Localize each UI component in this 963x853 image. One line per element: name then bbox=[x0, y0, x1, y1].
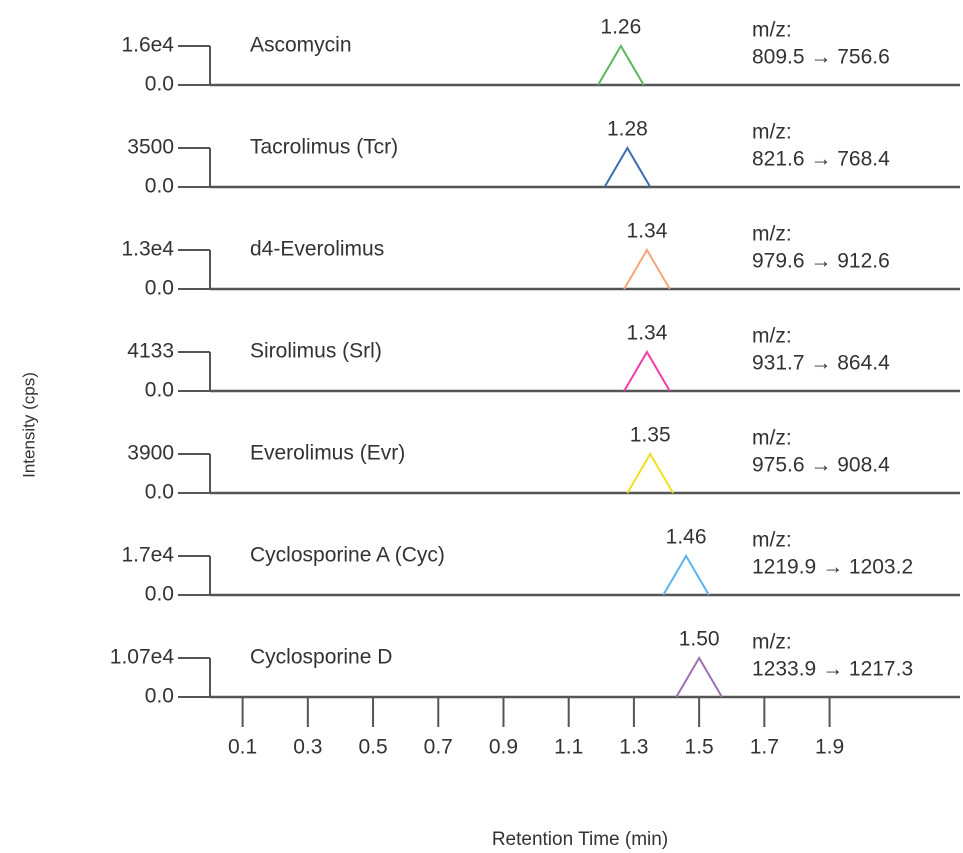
y-tick-label: 0.0 bbox=[145, 73, 174, 96]
peak bbox=[597, 44, 645, 86]
trace-name: d4-Everolimus bbox=[250, 238, 384, 261]
y-axis-label: Intensity (cps) bbox=[19, 372, 38, 478]
mz-label: m/z: bbox=[752, 223, 792, 246]
y-tick-label: 1.07e4 bbox=[110, 646, 175, 669]
mz-label: m/z: bbox=[752, 19, 792, 42]
trace-name: Tacrolimus (Tcr) bbox=[250, 136, 398, 159]
mz-label: m/z: bbox=[752, 529, 792, 552]
apex-label: 1.34 bbox=[627, 220, 668, 243]
transition: 931.7 → 864.4 bbox=[752, 352, 890, 375]
y-tick-label: 0.0 bbox=[145, 583, 174, 606]
mz-label: m/z: bbox=[752, 631, 792, 654]
y-tick-label: 1.3e4 bbox=[121, 238, 174, 261]
transition: 975.6 → 908.4 bbox=[752, 454, 890, 477]
y-tick-label: 4133 bbox=[127, 340, 174, 363]
y-tick-label: 0.0 bbox=[145, 277, 174, 300]
trace-name: Ascomycin bbox=[250, 34, 352, 57]
x-tick-label: 0.5 bbox=[358, 736, 387, 759]
x-tick-label: 1.7 bbox=[750, 736, 779, 759]
apex-label: 1.34 bbox=[627, 322, 668, 345]
trace-name: Everolimus (Evr) bbox=[250, 442, 405, 465]
transition: 1233.9 → 1217.3 bbox=[752, 658, 913, 681]
x-tick-label: 1.9 bbox=[815, 736, 844, 759]
y-tick-label: 0.0 bbox=[145, 379, 174, 402]
trace-name: Sirolimus (Srl) bbox=[250, 340, 382, 363]
x-tick-label: 1.3 bbox=[619, 736, 648, 759]
x-axis-label: Retention Time (min) bbox=[492, 829, 668, 850]
x-tick-label: 1.1 bbox=[554, 736, 583, 759]
apex-label: 1.50 bbox=[679, 628, 720, 651]
transition: 809.5 → 756.6 bbox=[752, 46, 890, 69]
mz-label: m/z: bbox=[752, 121, 792, 144]
transition: 821.6 → 768.4 bbox=[752, 148, 890, 171]
y-tick-label: 3500 bbox=[127, 136, 174, 159]
y-tick-label: 0.0 bbox=[145, 175, 174, 198]
peak bbox=[623, 248, 671, 290]
transition: 979.6 → 912.6 bbox=[752, 250, 890, 273]
y-tick-label: 1.7e4 bbox=[121, 544, 174, 567]
x-tick-label: 0.7 bbox=[424, 736, 453, 759]
y-tick-label: 3900 bbox=[127, 442, 174, 465]
x-tick-label: 0.1 bbox=[228, 736, 257, 759]
x-tick-label: 0.9 bbox=[489, 736, 518, 759]
peak bbox=[603, 146, 652, 188]
x-tick-label: 0.3 bbox=[293, 736, 322, 759]
x-tick-label: 1.5 bbox=[685, 736, 714, 759]
mz-label: m/z: bbox=[752, 427, 792, 450]
peak bbox=[662, 554, 710, 596]
transition: 1219.9 → 1203.2 bbox=[752, 556, 913, 579]
apex-label: 1.46 bbox=[666, 526, 707, 549]
peak bbox=[623, 350, 671, 392]
apex-label: 1.26 bbox=[600, 16, 641, 39]
mz-label: m/z: bbox=[752, 325, 792, 348]
apex-label: 1.28 bbox=[607, 118, 648, 141]
y-tick-label: 0.0 bbox=[145, 481, 174, 504]
peak bbox=[675, 656, 723, 698]
peak bbox=[626, 452, 674, 494]
y-tick-label: 0.0 bbox=[145, 685, 174, 708]
trace-name: Cyclosporine D bbox=[250, 646, 392, 669]
apex-label: 1.35 bbox=[630, 424, 671, 447]
y-tick-label: 1.6e4 bbox=[121, 34, 174, 57]
trace-name: Cyclosporine A (Cyc) bbox=[250, 544, 445, 567]
